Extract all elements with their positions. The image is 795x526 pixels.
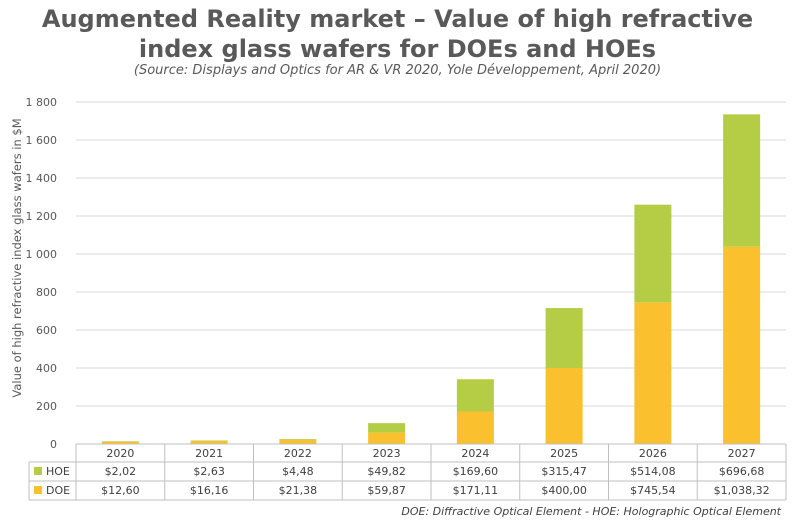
y-tick-labels: 0 200 400 600 800 1 000 1 200 1 400 1 600 1 800 (26, 96, 58, 451)
y-tick-label-1600: 1 600 (26, 134, 58, 147)
x-tick-label-2024: 2024 (461, 447, 489, 460)
bar-hoe-2024 (456, 379, 494, 412)
table-cell-doe-2022: $21,38 (279, 484, 318, 497)
bar-doe-2021 (190, 440, 228, 444)
bar-doe-2024 (456, 411, 494, 444)
table-cell-hoe-2024: $169,60 (453, 465, 499, 478)
chart-title: Augmented Reality market – Value of high… (0, 4, 795, 64)
bar-hoe-2027 (723, 114, 761, 247)
legend-swatch-doe (34, 486, 42, 494)
legend-label-hoe: HOE (46, 465, 70, 478)
bar-doe-2026 (634, 302, 672, 444)
chart-title-line-2: index glass wafers for DOEs and HOEs (138, 35, 657, 63)
x-tick-label-2025: 2025 (550, 447, 578, 460)
table-cell-doe-2025: $400,00 (541, 484, 587, 497)
gridlines (76, 101, 786, 445)
data-table: 2020 2021 2022 2023 2024 2025 2026 2027 HOE $2,02… (28, 443, 787, 501)
table-cell-hoe-2022: $4,48 (282, 465, 314, 478)
y-tick-label-600: 600 (36, 324, 57, 337)
bar-doe-2022 (279, 439, 317, 444)
y-tick-label-1000: 1 000 (26, 248, 58, 261)
table-cell-hoe-2025: $315,47 (541, 465, 587, 478)
x-tick-label-2027: 2027 (728, 447, 756, 460)
x-tick-label-2020: 2020 (106, 447, 134, 460)
bar-doe-2027 (723, 246, 761, 444)
table-cell-doe-2024: $171,11 (453, 484, 499, 497)
bar-doe-2023 (368, 432, 406, 444)
table-cell-doe-2026: $745,54 (630, 484, 676, 497)
table-cell-hoe-2026: $514,08 (630, 465, 676, 478)
legend-swatch-hoe (34, 467, 42, 475)
bar-hoe-2026 (634, 204, 672, 303)
chart-title-line-1: Augmented Reality market – Value of high… (41, 5, 754, 33)
legend-label-doe: DOE (46, 484, 70, 497)
y-tick-label-1200: 1 200 (26, 210, 58, 223)
bars (101, 114, 761, 444)
y-tick-label-1800: 1 800 (26, 96, 58, 109)
y-tick-label-200: 200 (36, 400, 57, 413)
bar-hoe-2025 (545, 308, 583, 368)
x-tick-label-2026: 2026 (639, 447, 667, 460)
footnote: DOE: Diffractive Optical Element - HOE: … (401, 505, 781, 518)
table-cell-doe-2027: $1,038,32 (714, 484, 770, 497)
bar-hoe-2023 (368, 423, 406, 433)
bar-hoe-2022 (279, 439, 317, 440)
y-tick-label-0: 0 (50, 438, 57, 451)
x-tick-label-2023: 2023 (373, 447, 401, 460)
table-cell-doe-2020: $12,60 (101, 484, 140, 497)
table-cell-hoe-2020: $2,02 (105, 465, 137, 478)
bar-doe-2025 (545, 368, 583, 444)
table-cell-hoe-2023: $49,82 (367, 465, 406, 478)
y-tick-label-1400: 1 400 (26, 172, 58, 185)
x-tick-label-2022: 2022 (284, 447, 312, 460)
table-cell-hoe-2027: $696,68 (719, 465, 765, 478)
y-tick-label-800: 800 (36, 286, 57, 299)
bar-doe-2020 (101, 441, 139, 444)
y-tick-label-400: 400 (36, 362, 57, 375)
table-cell-hoe-2021: $2,63 (193, 465, 225, 478)
x-tick-label-2021: 2021 (195, 447, 223, 460)
table-cell-doe-2021: $16,16 (190, 484, 229, 497)
table-cell-doe-2023: $59,87 (367, 484, 406, 497)
chart-source: (Source: Displays and Optics for AR & VR… (133, 63, 662, 78)
